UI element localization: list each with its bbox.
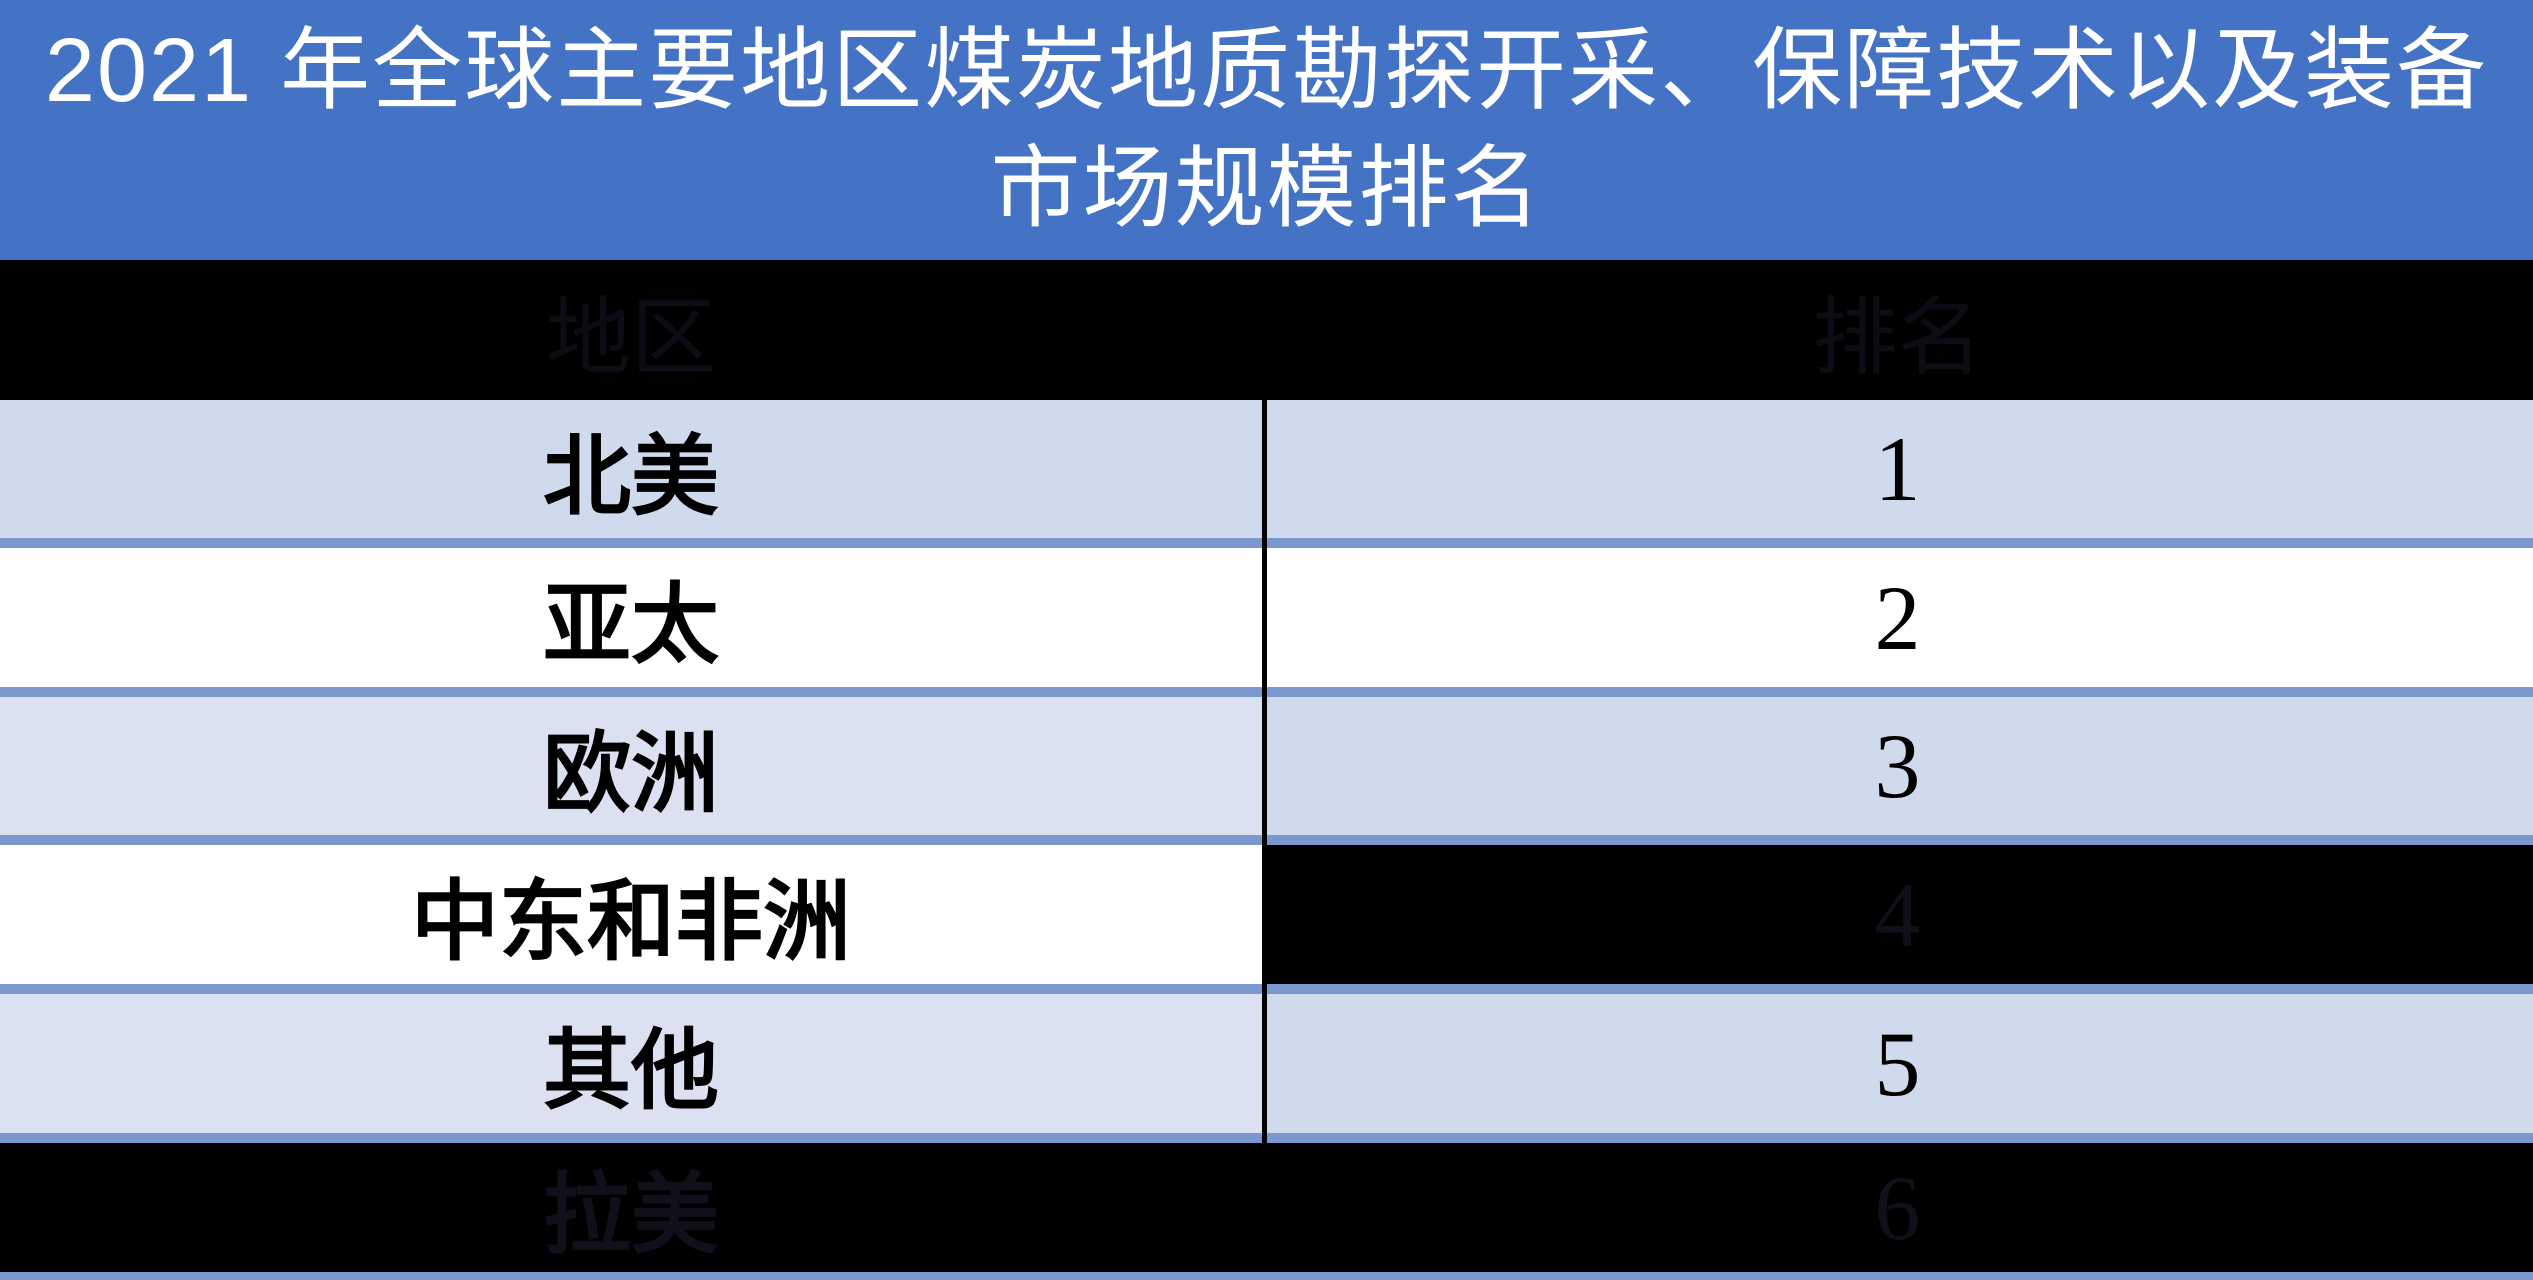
rank-value: 3 [1874,715,1921,817]
region-cell: 拉美 [0,1143,1262,1272]
rank-value: 4 [1874,863,1921,966]
rank-value: 1 [1874,418,1921,520]
header-cell-region: 地区 [0,260,1262,400]
region-cell: 北美 [0,400,1262,538]
region-label: 中东和非洲 [410,872,851,971]
figure-title-line1: 2021 年全球主要地区煤炭地质勘探开采、保障技术以及装备 [44,21,2489,121]
title-banner: 2021 年全球主要地区煤炭地质勘探开采、保障技术以及装备 市场规模排名 [0,0,2533,260]
table-row: 北美 1 [0,400,2533,538]
rank-value: 2 [1874,566,1921,669]
region-cell: 亚太 [0,548,1262,687]
table-header-row: 地区 排名 [0,260,2533,400]
rank-value: 5 [1874,1012,1921,1115]
column-header-region: 地区 [545,290,716,386]
table-row: 拉美 6 [0,1143,2533,1272]
rank-cell: 6 [1262,1143,2533,1272]
rank-cell: 3 [1262,697,2533,835]
rank-cell: 2 [1262,548,2533,687]
region-label: 亚太 [542,575,719,674]
region-label: 拉美 [542,1165,719,1264]
table-row: 亚太 2 [0,548,2533,687]
rank-cell: 4 [1262,845,2533,984]
region-label: 欧洲 [542,723,719,823]
table-row: 其他 5 [0,994,2533,1133]
rank-cell: 5 [1262,994,2533,1133]
region-label: 北美 [542,426,719,526]
rank-cell: 1 [1262,400,2533,538]
figure-title-line2: 市场规模排名 [990,139,1543,239]
rank-value: 6 [1874,1156,1921,1259]
region-cell: 中东和非洲 [0,845,1262,984]
table-row: 中东和非洲 4 [0,845,2533,984]
header-cell-rank: 排名 [1262,260,2533,400]
region-label: 其他 [542,1021,719,1120]
table-bottom-rule [0,1272,2533,1280]
region-cell: 欧洲 [0,697,1262,835]
table-row: 欧洲 3 [0,697,2533,835]
column-divider [1262,400,1267,1143]
region-cell: 其他 [0,994,1262,1133]
column-header-rank: 排名 [1812,290,1983,386]
